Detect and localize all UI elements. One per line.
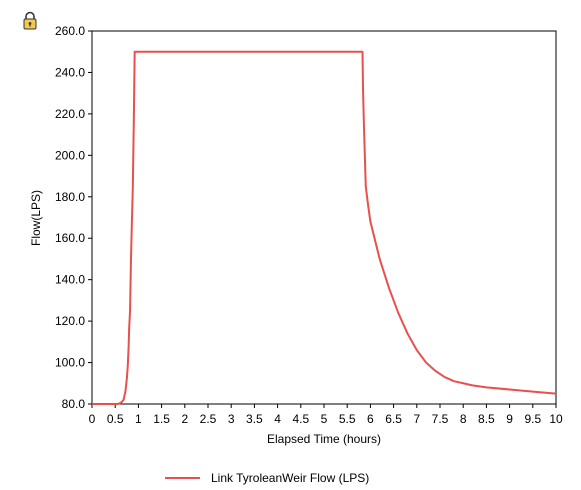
- x-tick-label: 5: [321, 412, 328, 426]
- x-tick-label: 1.5: [153, 412, 170, 426]
- series-line: [92, 50, 557, 405]
- y-axis: 80.0 100.0 120.0 140.0 160.0 180.0 200.0 220.0 2…: [55, 24, 92, 411]
- y-tick-label: 220.0: [55, 107, 85, 121]
- x-tick-label: 2.5: [200, 412, 217, 426]
- y-tick-label: 140.0: [55, 273, 85, 287]
- x-axis-title: Elapsed Time (hours): [267, 432, 381, 446]
- x-axis: 0 0.5 1 1.5 2 2.5 3 3.5 4 4.5 5 5.5 6 6.5 7 7.5 8 8.5 9 9.5…: [89, 404, 563, 426]
- y-tick-label: 120.0: [55, 314, 85, 328]
- x-tick-label: 5.5: [339, 412, 356, 426]
- x-tick-label: 9: [506, 412, 513, 426]
- x-tick-label: 8: [460, 412, 467, 426]
- y-tick-label: 100.0: [55, 356, 85, 370]
- x-tick-label: 0: [89, 412, 96, 426]
- x-tick-label: 2: [181, 412, 188, 426]
- legend: Link TyroleanWeir Flow (LPS): [165, 471, 369, 485]
- y-tick-label: 180.0: [55, 190, 85, 204]
- x-tick-label: 6: [367, 412, 374, 426]
- x-tick-label: 4: [274, 412, 281, 426]
- x-tick-label: 3.5: [246, 412, 263, 426]
- x-tick-label: 0.5: [107, 412, 124, 426]
- x-tick-label: 3: [228, 412, 235, 426]
- series-layer: [92, 50, 557, 405]
- y-tick-label: 240.0: [55, 65, 85, 79]
- x-tick-label: 6.5: [385, 412, 402, 426]
- lock-icon[interactable]: [23, 11, 37, 30]
- y-tick-label: 260.0: [55, 24, 85, 38]
- y-axis-title: Flow(LPS): [29, 190, 43, 246]
- x-tick-label: 4.5: [292, 412, 309, 426]
- y-tick-label: 80.0: [62, 397, 86, 411]
- y-tick-label: 200.0: [55, 148, 85, 162]
- x-tick-label: 1: [135, 412, 142, 426]
- x-tick-label: 7.5: [432, 412, 449, 426]
- legend-label: Link TyroleanWeir Flow (LPS): [211, 471, 369, 485]
- y-tick-label: 160.0: [55, 231, 85, 245]
- x-tick-label: 7: [413, 412, 420, 426]
- x-tick-label: 8.5: [478, 412, 495, 426]
- x-tick-label: 9.5: [524, 412, 541, 426]
- plot-area: [91, 30, 557, 405]
- x-tick-label: 10: [549, 412, 563, 426]
